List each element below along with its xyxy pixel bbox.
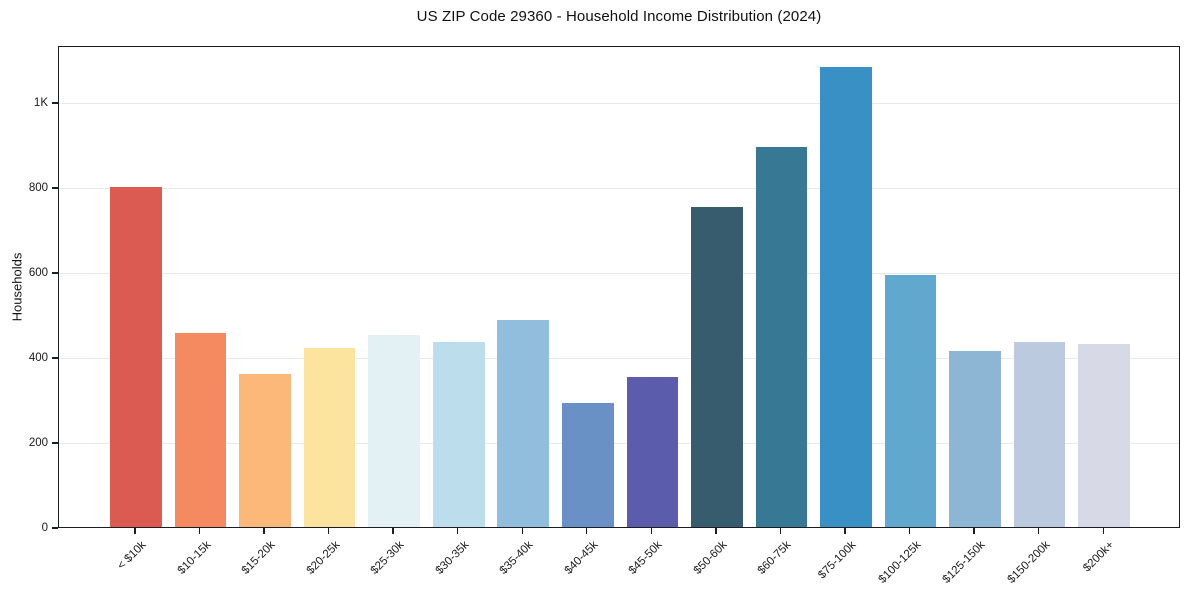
x-tick-mark	[327, 528, 330, 534]
y-tick-mark	[52, 272, 58, 274]
x-tick-mark	[973, 528, 975, 534]
bar	[303, 348, 356, 527]
bar	[1078, 344, 1131, 527]
bar	[368, 335, 420, 527]
bar	[1013, 341, 1066, 527]
x-tick-mark	[586, 528, 588, 534]
x-tick-mark	[715, 528, 717, 534]
x-tick-label: $125-150k	[940, 539, 988, 586]
y-tick-label: 200	[28, 436, 48, 449]
bar	[174, 333, 227, 527]
bar	[561, 403, 614, 527]
bar	[691, 206, 743, 527]
bar	[497, 320, 550, 527]
x-tick-label: $100-125k	[876, 539, 924, 586]
x-tick-mark	[263, 528, 265, 534]
x-tick-mark	[134, 528, 136, 534]
x-tick-label: < $10k	[115, 539, 149, 573]
gridline	[59, 358, 1179, 360]
x-tick-mark	[198, 528, 201, 534]
x-tick-label: $20-25k	[304, 539, 343, 577]
x-tick-label: $150-200k	[1005, 539, 1053, 586]
bar	[755, 146, 808, 527]
gridline	[59, 103, 1179, 105]
y-tick-mark	[52, 357, 58, 359]
y-tick-label: 400	[28, 351, 48, 364]
x-tick-mark	[457, 528, 459, 534]
x-tick-label: $30-35k	[433, 539, 472, 577]
bar	[110, 186, 162, 527]
gridline	[59, 188, 1179, 190]
x-tick-label: $35-40k	[497, 539, 536, 577]
y-tick-mark	[52, 442, 58, 444]
x-tick-label: $40-45k	[562, 539, 601, 577]
x-tick-label: $25-30k	[368, 539, 407, 577]
x-tick-mark	[650, 528, 653, 534]
y-tick-label: 800	[28, 181, 48, 194]
y-tick-label: 0	[41, 522, 48, 534]
x-tick-label: $45-50k	[626, 539, 665, 577]
x-tick-mark	[844, 528, 846, 534]
x-tick-mark	[521, 528, 523, 534]
bar	[432, 342, 485, 527]
x-tick-label: $75-100k	[816, 539, 859, 582]
y-tick-label: 600	[28, 266, 48, 279]
x-tick-label: $10-15k	[175, 539, 213, 577]
gridline	[59, 443, 1179, 445]
gridline	[59, 273, 1179, 275]
y-tick-mark	[52, 102, 58, 104]
y-axis-label: Households	[9, 252, 25, 322]
x-tick-label: $60-75k	[756, 539, 794, 577]
x-tick-label: $200k+	[1081, 539, 1117, 575]
x-tick-mark	[779, 528, 782, 534]
chart-title: US ZIP Code 29360 - Household Income Dis…	[416, 8, 822, 25]
bar	[239, 373, 291, 527]
x-tick-label: $50-60k	[691, 539, 730, 577]
x-tick-label: $15-20k	[239, 539, 278, 577]
plot-area	[58, 46, 1180, 528]
x-tick-mark	[1102, 528, 1104, 534]
x-tick-mark	[1037, 528, 1040, 534]
x-tick-mark	[908, 528, 911, 534]
x-tick-mark	[392, 528, 394, 534]
bar	[949, 351, 1001, 527]
y-tick-mark	[52, 527, 58, 529]
bar	[820, 66, 872, 527]
bar	[626, 377, 679, 527]
y-tick-mark	[52, 187, 58, 189]
y-tick-label: 1K	[33, 96, 48, 109]
bar	[884, 275, 937, 527]
